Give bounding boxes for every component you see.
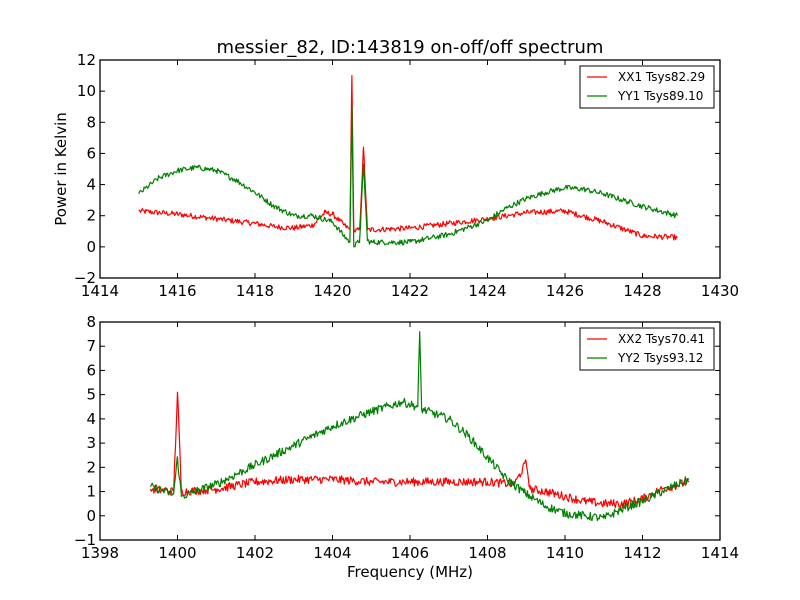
top-xtick-label: 1414 (81, 282, 119, 300)
bottom-ytick-label: 5 (86, 386, 96, 404)
top-axes: 1414 1416 1418 1420 1422 1424 1426 1428 1430 −2 0 2… (52, 51, 739, 300)
top-xtick-label: 1430 (701, 282, 739, 300)
bottom-ytick-label: 3 (86, 434, 96, 452)
top-xtick-label: 1422 (391, 282, 429, 300)
top-ytick-label: 0 (86, 238, 96, 256)
bottom-ytick-label: 2 (86, 458, 96, 476)
bottom-series-yy2 (149, 331, 690, 522)
top-legend-label-xx1: XX1 Tsys82.29 (618, 70, 705, 84)
top-series-xx1 (138, 74, 678, 241)
top-ytick-label: 10 (77, 82, 96, 100)
top-xtick-label: 1426 (546, 282, 584, 300)
chart-title: messier_82, ID:143819 on-off/off spectru… (217, 37, 604, 58)
bottom-legend-label-xx2: XX2 Tsys70.41 (618, 332, 705, 346)
bottom-ytick-label: 4 (86, 410, 96, 428)
bottom-ticks: 1398 1400 1402 1404 1406 1408 1410 1412 1414 −1 0 1… (74, 313, 739, 562)
top-axes-frame (99, 59, 721, 279)
top-ytick-label: 2 (86, 207, 96, 225)
bottom-ytick-label: 1 (86, 483, 96, 501)
top-ytick-label: 6 (86, 144, 96, 162)
bottom-ytick-label: 7 (86, 337, 96, 355)
top-xtick-label: 1428 (623, 282, 661, 300)
top-legend: XX1 Tsys82.29 YY1 Tsys89.10 (579, 65, 715, 109)
bottom-legend: XX2 Tsys70.41 YY2 Tsys93.12 (579, 327, 715, 371)
top-ytick-label: 8 (86, 113, 96, 131)
top-xtick-label: 1418 (236, 282, 274, 300)
top-series-layer (138, 74, 678, 248)
top-ytick-label: 12 (77, 51, 96, 69)
bottom-series-layer (149, 331, 690, 522)
top-legend-label-yy1: YY1 Tsys89.10 (617, 89, 703, 103)
top-ytick-label: 4 (86, 176, 96, 194)
top-xtick-label: 1416 (158, 282, 196, 300)
bottom-xtick-label: 1404 (313, 544, 351, 562)
top-y-axis-label: Power in Kelvin (52, 112, 70, 226)
bottom-axes: 1398 1400 1402 1404 1406 1408 1410 1412 1414 −1 0 1… (74, 313, 739, 581)
bottom-xtick-label: 1398 (81, 544, 119, 562)
bottom-xtick-label: 1402 (236, 544, 274, 562)
bottom-xtick-label: 1414 (701, 544, 739, 562)
bottom-legend-label-yy2: YY2 Tsys93.12 (617, 351, 703, 365)
top-xtick-label: 1424 (468, 282, 506, 300)
bottom-legend-box (579, 327, 715, 371)
bottom-series-xx2 (149, 391, 690, 509)
bottom-ytick-label: 6 (86, 361, 96, 379)
bottom-xtick-label: 1412 (623, 544, 661, 562)
top-legend-box (579, 65, 715, 109)
bottom-ytick-label: −1 (74, 531, 96, 549)
bottom-xtick-label: 1406 (391, 544, 429, 562)
top-ytick-label: −2 (74, 269, 96, 287)
bottom-ytick-label: 8 (86, 313, 96, 331)
top-xtick-label: 1420 (313, 282, 351, 300)
top-ticks: 1414 1416 1418 1420 1422 1424 1426 1428 1430 −2 0 2… (74, 51, 739, 300)
x-axis-label: Frequency (MHz) (347, 563, 473, 581)
bottom-xtick-label: 1400 (158, 544, 196, 562)
bottom-xtick-label: 1408 (468, 544, 506, 562)
bottom-axes-frame (99, 321, 721, 541)
bottom-xtick-label: 1410 (546, 544, 584, 562)
top-series-yy1 (138, 106, 678, 248)
bottom-ytick-label: 0 (86, 507, 96, 525)
